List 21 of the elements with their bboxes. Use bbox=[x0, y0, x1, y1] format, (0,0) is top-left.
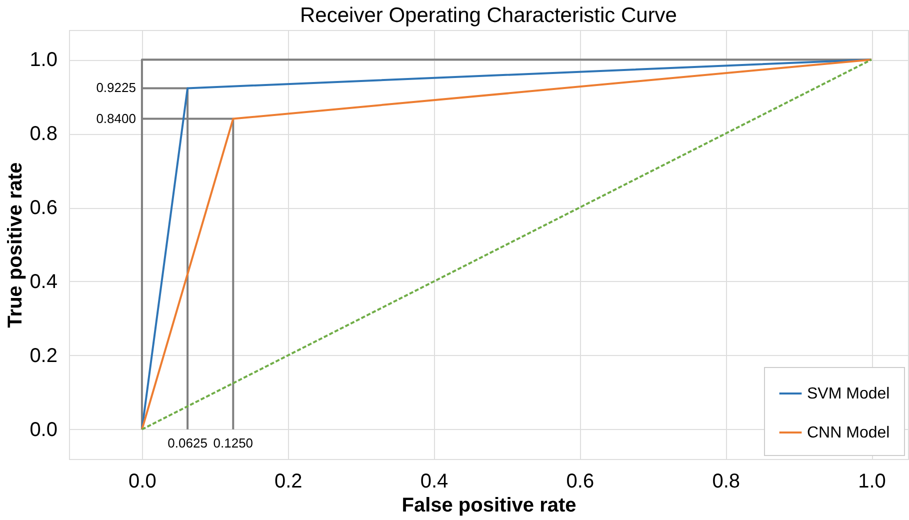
y-tick-label: 0.8 bbox=[30, 123, 58, 146]
y-tick-label: 0.2 bbox=[30, 344, 58, 367]
annotation: 0.1250 bbox=[213, 435, 254, 450]
x-tick-label: 0.8 bbox=[712, 470, 740, 492]
x-tick-label: 0.2 bbox=[274, 470, 302, 492]
legend-label: SVM Model bbox=[807, 386, 890, 402]
legend-label: CNN Model bbox=[807, 424, 890, 442]
y-tick-label: 1.0 bbox=[30, 49, 58, 72]
annotation: 0.0625 bbox=[168, 435, 208, 450]
x-axis-title: False positive rate bbox=[402, 494, 576, 516]
annotation: 0.9225 bbox=[96, 80, 136, 96]
y-tick-label: 0.6 bbox=[30, 197, 58, 220]
y-axis-title: True positive rate bbox=[4, 162, 27, 328]
annotation: 0.8400 bbox=[96, 110, 136, 126]
x-tick-label: 1.0 bbox=[858, 470, 886, 492]
x-tick-label: 0.6 bbox=[566, 470, 594, 492]
chart-title: Receiver Operating Characteristic Curve bbox=[300, 4, 677, 27]
x-tick-label: 0.0 bbox=[128, 470, 156, 492]
x-tick-label: 0.4 bbox=[420, 470, 448, 492]
y-tick-label: 0.0 bbox=[30, 418, 58, 441]
y-tick-label: 0.4 bbox=[30, 270, 58, 293]
